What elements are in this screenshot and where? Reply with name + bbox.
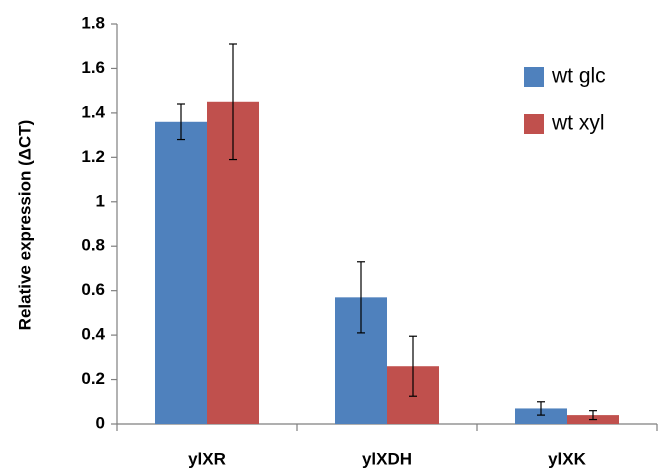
y-tick-label: 1.4 — [81, 102, 105, 121]
y-axis-title-group: Relative expression (ΔCT) — [15, 120, 34, 331]
legend-label: wt glc — [551, 65, 606, 88]
legend: wt glc wt xyl — [524, 65, 606, 135]
y-tick-label: 1.2 — [81, 147, 105, 166]
y-tick-label: 1.8 — [81, 13, 105, 32]
y-tick-label: 0 — [96, 413, 105, 432]
y-tick-label: 1.6 — [81, 58, 105, 77]
y-axis-title: Relative expression (ΔCT) — [15, 120, 34, 331]
legend-swatch — [524, 67, 544, 87]
x-tick-label: ylXR — [188, 449, 226, 468]
plot-area: 0 0.2 0.4 0.6 0.8 1 1.2 1.4 1.6 1.8 ylXR ylXDH ylXK — [81, 13, 658, 468]
y-tick-label: 0.4 — [81, 325, 105, 344]
bar — [515, 408, 567, 424]
x-tick-label: ylXDH — [362, 449, 412, 468]
legend-label: wt xyl — [551, 112, 605, 135]
y-tick-label: 0.6 — [81, 280, 105, 299]
x-tick-label: ylXK — [548, 449, 587, 468]
bar — [155, 121, 207, 425]
legend-swatch — [524, 114, 544, 134]
y-tick-label: 0.8 — [81, 236, 105, 255]
y-tick-label: 0.2 — [81, 369, 105, 388]
y-tick-label: 1 — [96, 191, 105, 210]
